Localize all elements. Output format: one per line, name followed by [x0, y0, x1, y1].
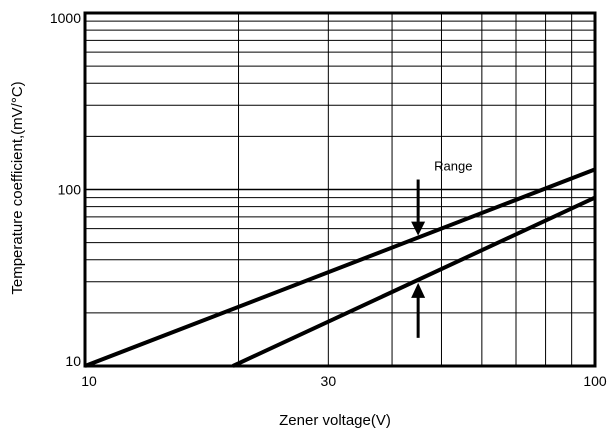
y-tick-label: 100 [58, 182, 82, 198]
plot-frame [83, 11, 597, 368]
range-annotation: Range [434, 159, 472, 174]
tick-labels: 10 30 100 10 100 1000 [50, 10, 607, 389]
x-axis-label: Zener voltage(V) [279, 412, 391, 429]
grid [85, 13, 595, 366]
range-arrow-down-head [411, 221, 426, 236]
x-tick-label: 100 [583, 373, 607, 389]
series-line-1 [84, 167, 596, 368]
x-tick-label: 30 [321, 373, 337, 389]
plot-border [83, 11, 597, 368]
annotations: Range [411, 159, 472, 338]
y-tick-label: 1000 [50, 10, 81, 26]
y-axis-label: Temperature coefficient,(mV/°C) [9, 81, 26, 294]
series-line-2 [232, 195, 596, 368]
series-group [84, 167, 596, 368]
y-tick-label: 10 [65, 353, 81, 369]
range-arrow-up-head [411, 282, 426, 298]
x-tick-label: 10 [81, 373, 97, 389]
